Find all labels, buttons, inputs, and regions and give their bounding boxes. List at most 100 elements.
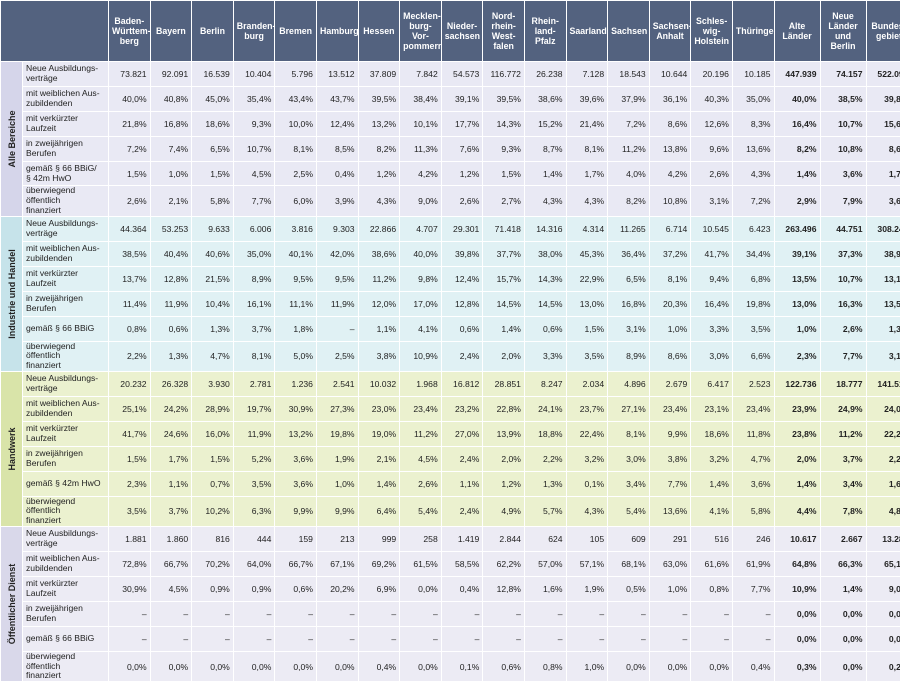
cell: 9,9% (316, 496, 358, 527)
cell: 1,4% (524, 161, 566, 186)
cell: 39,1% (774, 241, 820, 266)
cell: 23,1% (691, 397, 733, 422)
cell: 37,3% (820, 241, 866, 266)
cell: 16,4% (774, 111, 820, 136)
cell: 4,5% (233, 161, 275, 186)
cell: 40,0% (109, 86, 151, 111)
cell: 13,5% (774, 266, 820, 291)
cell: 37.809 (358, 62, 400, 87)
cell: 9,6% (691, 136, 733, 161)
cell: 609 (608, 527, 650, 552)
cell: 3,5% (233, 471, 275, 496)
cell: 66,7% (150, 552, 192, 577)
cell: 30,9% (109, 577, 151, 602)
cell: 4,2% (649, 161, 691, 186)
cell: – (316, 626, 358, 651)
cell: 2,2% (866, 446, 900, 471)
cell: 43,4% (275, 86, 317, 111)
cell: 38,0% (524, 241, 566, 266)
cell: 4,3% (732, 161, 774, 186)
cell: 3.930 (192, 372, 234, 397)
column-header: Baden- Württem- berg (109, 1, 151, 62)
cell: 8,2% (608, 186, 650, 217)
cell: 22.866 (358, 217, 400, 242)
cell: 10,8% (820, 136, 866, 161)
cell: 1,7% (566, 161, 608, 186)
cell: 24,6% (150, 421, 192, 446)
cell: – (400, 601, 442, 626)
cell: 16.812 (441, 372, 483, 397)
cell: 10.617 (774, 527, 820, 552)
cell: 7,7% (233, 186, 275, 217)
cell: 1,2% (441, 161, 483, 186)
cell: 1,1% (358, 316, 400, 341)
cell: 5,8% (192, 186, 234, 217)
cell: 14.316 (524, 217, 566, 242)
cell: 11,3% (400, 136, 442, 161)
cell: 10,2% (192, 496, 234, 527)
cell: 1,1% (150, 471, 192, 496)
cell: 4.896 (608, 372, 650, 397)
cell: 7,6% (441, 136, 483, 161)
cell: 4,3% (566, 496, 608, 527)
cell: 3.816 (275, 217, 317, 242)
cell: 39,8% (866, 86, 900, 111)
cell: 38,6% (524, 86, 566, 111)
column-header: Bayern (150, 1, 192, 62)
cell: 35,4% (233, 86, 275, 111)
cell: 22,8% (483, 397, 525, 422)
cell: 9.303 (316, 217, 358, 242)
cell: 11,9% (150, 291, 192, 316)
cell: 3,4% (820, 471, 866, 496)
cell: 3,1% (866, 341, 900, 372)
cell: 18,6% (192, 111, 234, 136)
cell: 15,2% (524, 111, 566, 136)
cell: 30,9% (275, 397, 317, 422)
cell: 39,1% (441, 86, 483, 111)
cell: – (109, 601, 151, 626)
cell: 38,9% (866, 241, 900, 266)
cell: 10,0% (275, 111, 317, 136)
cell: 5.796 (275, 62, 317, 87)
cell: – (732, 601, 774, 626)
cell: – (566, 626, 608, 651)
cell: 9,5% (316, 266, 358, 291)
cell: 5,2% (233, 446, 275, 471)
cell: 444 (233, 527, 275, 552)
cell: 1,2% (483, 471, 525, 496)
row-label: mit verkürzter Laufzeit (23, 111, 109, 136)
cell: 816 (192, 527, 234, 552)
cell: 4,0% (608, 161, 650, 186)
cell: 1,9% (566, 577, 608, 602)
cell: 11,4% (109, 291, 151, 316)
cell: 0,3% (774, 651, 820, 682)
cell: 45,3% (566, 241, 608, 266)
cell: 0,8% (691, 577, 733, 602)
cell: 122.736 (774, 372, 820, 397)
cell: 3,6% (866, 186, 900, 217)
cell: 13,1% (866, 266, 900, 291)
row-label: mit verkürzter Laufzeit (23, 577, 109, 602)
cell: 44.364 (109, 217, 151, 242)
cell: 3,7% (150, 496, 192, 527)
cell: 4,4% (774, 496, 820, 527)
cell: 0,6% (524, 316, 566, 341)
row-label: in zweijährigen Berufen (23, 291, 109, 316)
cell: 22,4% (566, 421, 608, 446)
cell: 4,2% (400, 161, 442, 186)
cell: 0,7% (192, 471, 234, 496)
cell: 70,2% (192, 552, 234, 577)
cell: 57,0% (524, 552, 566, 577)
cell: 2,1% (150, 186, 192, 217)
column-header: Sachsen- Anhalt (649, 1, 691, 62)
cell: 1,6% (524, 577, 566, 602)
cell: 1,4% (774, 161, 820, 186)
cell: 23,4% (400, 397, 442, 422)
cell: 9,0% (866, 577, 900, 602)
cell: 12,8% (483, 577, 525, 602)
row-label: gemäß § 66 BBiG/ § 42m HwO (23, 161, 109, 186)
section-label-cell: Alle Bereiche (1, 62, 23, 217)
